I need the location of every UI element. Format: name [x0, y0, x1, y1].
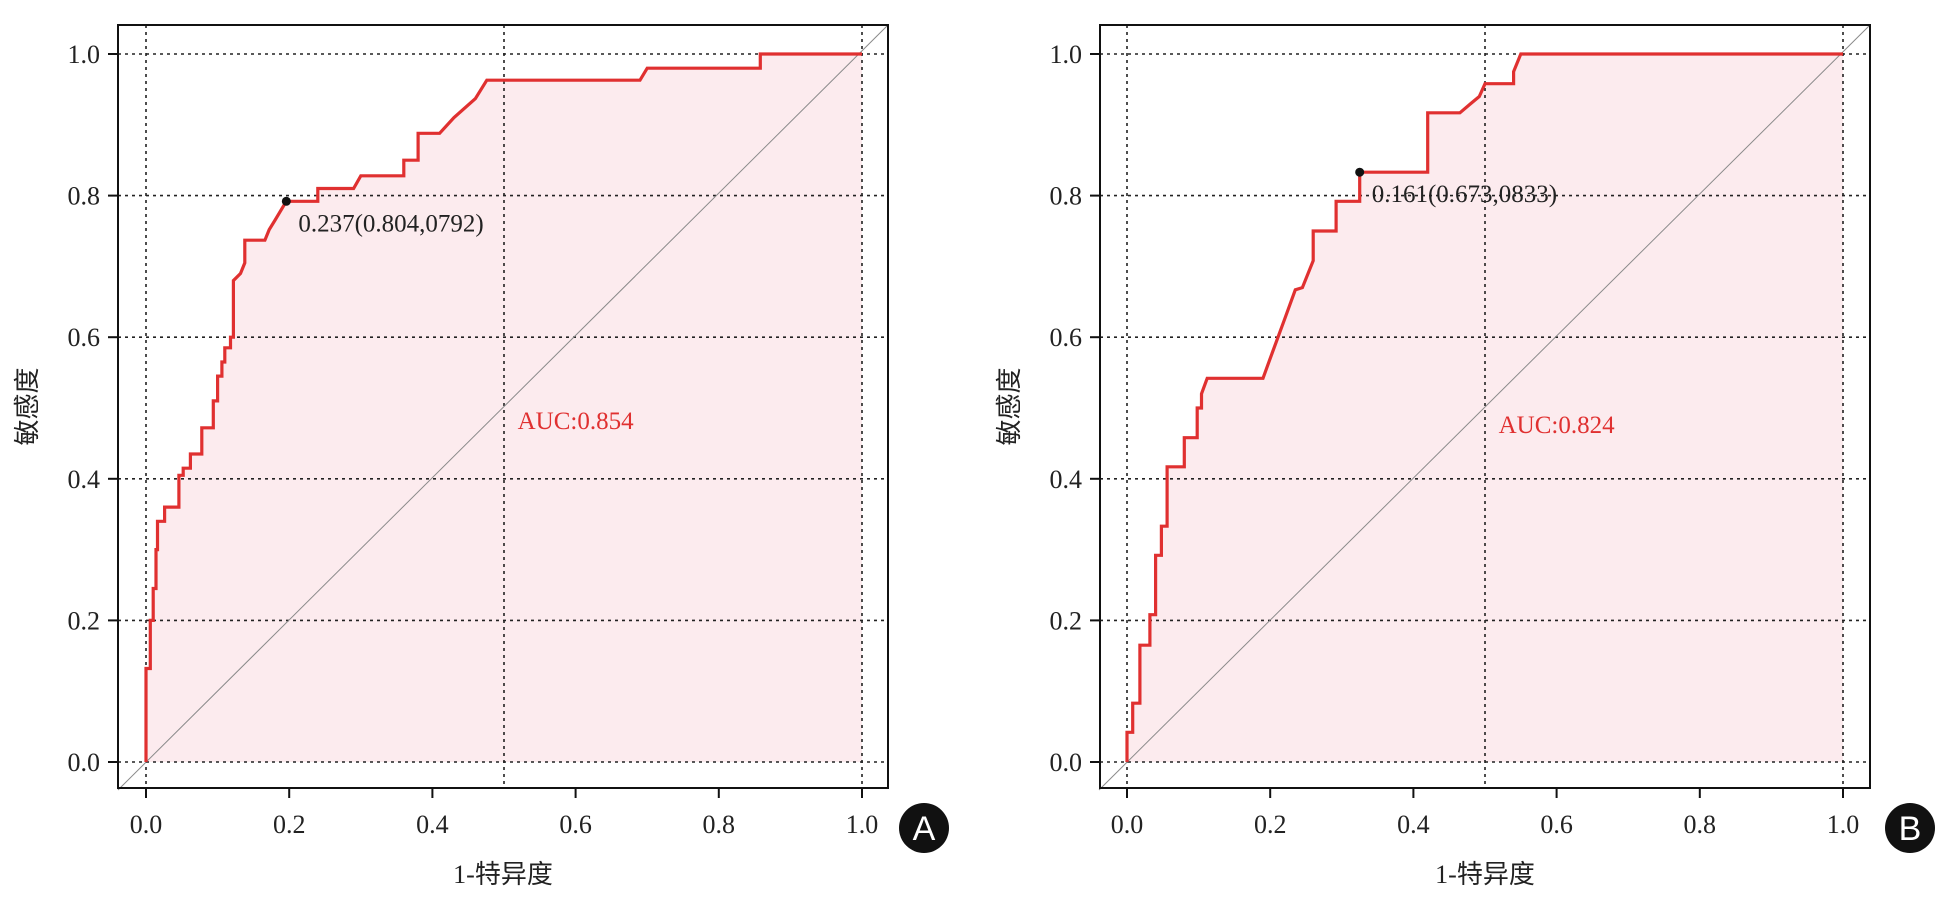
x-tick-label: 1.0: [846, 810, 879, 839]
y-tick-label: 0.6: [68, 323, 101, 352]
x-tick-label: 0.0: [130, 810, 163, 839]
x-tick-label: 1.0: [1827, 810, 1860, 839]
auc-label: AUC:0.854: [518, 408, 634, 435]
x-tick-label: 0.2: [1254, 810, 1287, 839]
x-tick-label: 0.6: [559, 810, 592, 839]
roc-curve: [1125, 52, 1843, 762]
panel-badge: B: [1885, 803, 1935, 853]
y-tick-label: 1.0: [68, 40, 101, 69]
panel-badge-label: A: [913, 810, 936, 848]
y-tick-label: 0.4: [1050, 465, 1083, 494]
y-tick-label: 0.8: [1050, 182, 1083, 211]
roc-panel-a: 0.0 0.2 0.4 0.6 0.8 1.0 0.0 0.2 0.4 0.6 0.8 1.0 1-特异…: [13, 24, 949, 889]
x-tick-label: 0.0: [1111, 810, 1144, 839]
diagonal-reference-line: [1098, 24, 1871, 791]
cutoff-label: 0.237(0.804,0792): [298, 210, 483, 237]
y-axis-title: 敏感度: [995, 367, 1024, 445]
y-tick-label: 0.8: [68, 182, 101, 211]
cutoff-label: 0.161(0.673,0833): [1372, 181, 1557, 208]
x-tick-label: 0.8: [1684, 810, 1717, 839]
x-axis-title: 1-特异度: [453, 860, 553, 889]
diagonal-reference-line: [117, 24, 889, 791]
y-tick-label: 0.4: [68, 465, 101, 494]
x-tick-label: 0.8: [703, 810, 736, 839]
x-tick-label: 0.4: [416, 810, 449, 839]
y-tick-label: 0.0: [68, 748, 101, 777]
plot-frame: [117, 24, 889, 789]
y-tick-label: 0.0: [1050, 748, 1083, 777]
x-tick-label: 0.2: [273, 810, 306, 839]
y-tick-label: 0.2: [1050, 606, 1083, 635]
y-tick-label: 0.6: [1050, 323, 1083, 352]
auc-label: AUC:0.824: [1499, 412, 1615, 439]
x-axis-title: 1-特异度: [1435, 860, 1535, 889]
panel-badge-circle: [899, 803, 949, 853]
roc-curve: [144, 52, 862, 762]
x-tick-label: 0.6: [1540, 810, 1573, 839]
panel-badge-label: B: [1899, 810, 1922, 848]
roc-panel-b: 0.0 0.2 0.4 0.6 0.8 1.0 0.0 0.2 0.4 0.6 0.8 1.0 1-特异…: [995, 24, 1935, 889]
x-tick-label: 0.4: [1397, 810, 1430, 839]
cutoff-point: [1355, 167, 1365, 177]
cutoff-point: [281, 196, 291, 206]
y-axis-title: 敏感度: [13, 367, 42, 445]
y-tick-label: 1.0: [1050, 40, 1083, 69]
y-tick-label: 0.2: [68, 606, 101, 635]
panel-badge: A: [899, 803, 949, 853]
panel-badge-circle: [1885, 803, 1935, 853]
plot-frame: [1099, 24, 1871, 789]
